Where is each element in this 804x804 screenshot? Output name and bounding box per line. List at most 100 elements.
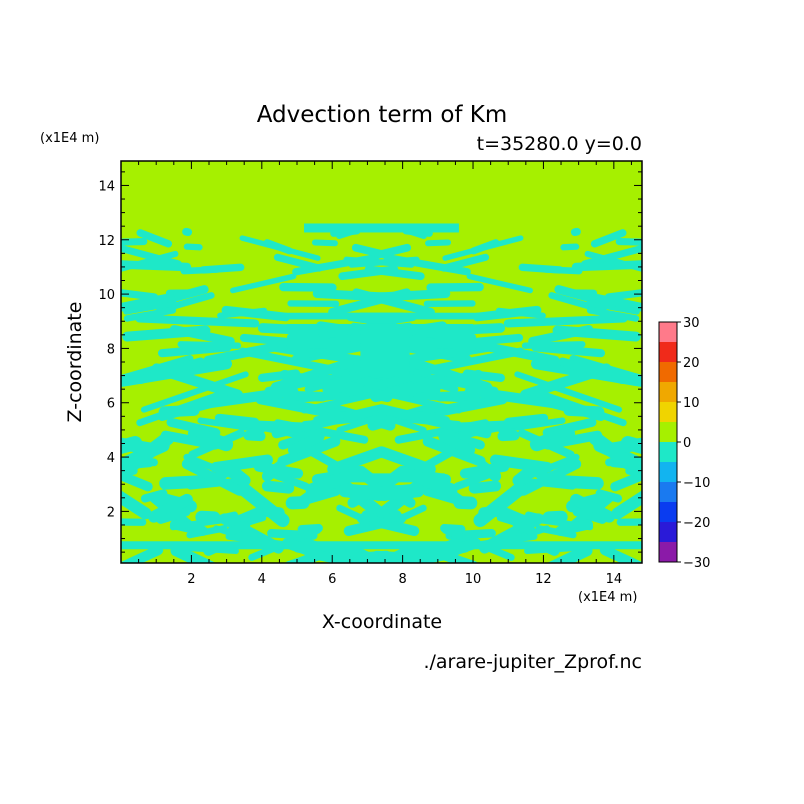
axis-ticks: 2 4 6 8 10 12 14 2 4 6 8 10 12 14 [98, 161, 642, 587]
y-unit-label: (x1E4 m) [40, 131, 99, 146]
negative-region [183, 453, 237, 479]
y-tick-label: 10 [98, 288, 115, 303]
colorbar-tick-label: 10 [683, 396, 700, 411]
negative-region [121, 545, 164, 563]
negative-region [422, 436, 486, 467]
negative-region [599, 545, 642, 563]
negative-region [517, 514, 594, 531]
negative-region [121, 288, 159, 301]
negative-region [221, 460, 251, 487]
colorbar-segment [659, 362, 677, 382]
negative-region [407, 410, 450, 424]
y-tick-label: 12 [98, 234, 115, 249]
negative-region [279, 369, 393, 403]
negative-region [313, 410, 356, 424]
negative-region [122, 325, 211, 342]
negative-region [253, 461, 304, 479]
y-axis-label: Z-coordinate [64, 302, 86, 423]
negative-region [605, 435, 642, 455]
negative-region [604, 288, 642, 301]
colorbar-segment [659, 522, 677, 542]
y-tick-label: 2 [107, 505, 115, 520]
negative-region [526, 453, 580, 479]
colorbar-segment [659, 342, 677, 362]
negative-region [187, 426, 234, 452]
colorbar-segment [659, 422, 677, 442]
negative-region [230, 273, 297, 294]
colorbar-segment [659, 322, 677, 342]
x-tick-label: 10 [465, 572, 482, 587]
negative-region [529, 426, 576, 452]
negative-region [121, 435, 158, 455]
x-tick-label: 4 [258, 572, 266, 587]
negative-region [121, 518, 147, 526]
negative-region [377, 404, 492, 439]
chart-subtitle: t=35280.0 y=0.0 [477, 133, 642, 155]
negative-region [121, 487, 152, 520]
negative-region [448, 414, 549, 441]
negative-region [440, 333, 524, 349]
negative-region [156, 507, 191, 524]
negative-region [327, 446, 387, 475]
negative-region [466, 273, 533, 294]
negative-region [140, 371, 249, 413]
negative-region [121, 541, 642, 550]
negative-region [304, 548, 378, 563]
negative-region [360, 323, 410, 376]
negative-region [384, 415, 427, 434]
negative-region [287, 300, 340, 308]
negative-region [346, 312, 397, 328]
negative-region [121, 243, 182, 268]
negative-region [121, 355, 194, 383]
negative-region [190, 386, 299, 411]
negative-region [425, 239, 452, 247]
negative-region [298, 475, 336, 506]
negative-region [459, 461, 510, 479]
negative-region [136, 229, 173, 248]
colorbar-segment [659, 502, 677, 522]
negative-region [304, 223, 459, 233]
negative-region [503, 314, 628, 328]
negative-region [199, 263, 245, 274]
negative-region [277, 436, 341, 467]
negative-region [272, 471, 310, 491]
colorbar-segment [659, 442, 677, 462]
negative-region [427, 475, 465, 506]
negative-region [214, 414, 315, 441]
negative-region [468, 480, 502, 494]
x-tick-label: 6 [328, 572, 336, 587]
colorbar-tick-label: 30 [683, 316, 700, 331]
y-tick-label: 6 [107, 397, 115, 412]
negative-region [170, 544, 229, 563]
negative-region [423, 300, 476, 308]
negative-region [543, 430, 603, 450]
negative-region [473, 481, 527, 528]
negative-region [495, 307, 546, 319]
colorbar-segment [659, 402, 677, 422]
plot-area [121, 161, 642, 563]
negative-region [160, 430, 220, 450]
negative-region [610, 470, 642, 492]
colorbar: 30 20 10 0 −10 −20 −30 [658, 316, 710, 571]
colorbar-tick-label: 20 [683, 356, 700, 371]
source-file-label: ./arare-jupiter_Zprof.nc [423, 651, 642, 673]
negative-region [464, 386, 573, 411]
negative-region [611, 487, 642, 520]
negative-region [271, 404, 386, 439]
negative-region [442, 235, 524, 261]
negative-region [521, 341, 586, 349]
x-tick-label: 12 [535, 572, 552, 587]
x-axis-label: X-coordinate [322, 611, 442, 633]
negative-region [123, 300, 177, 315]
negative-region [261, 480, 295, 494]
chart-title: Advection term of Km [257, 102, 508, 128]
negative-region [292, 254, 380, 276]
negative-region [496, 514, 517, 526]
negative-region [569, 355, 642, 383]
negative-region [462, 369, 505, 383]
negative-region [136, 357, 205, 385]
negative-region [552, 325, 641, 342]
negative-region [183, 243, 203, 251]
colorbar-tick-label: 0 [683, 436, 691, 451]
